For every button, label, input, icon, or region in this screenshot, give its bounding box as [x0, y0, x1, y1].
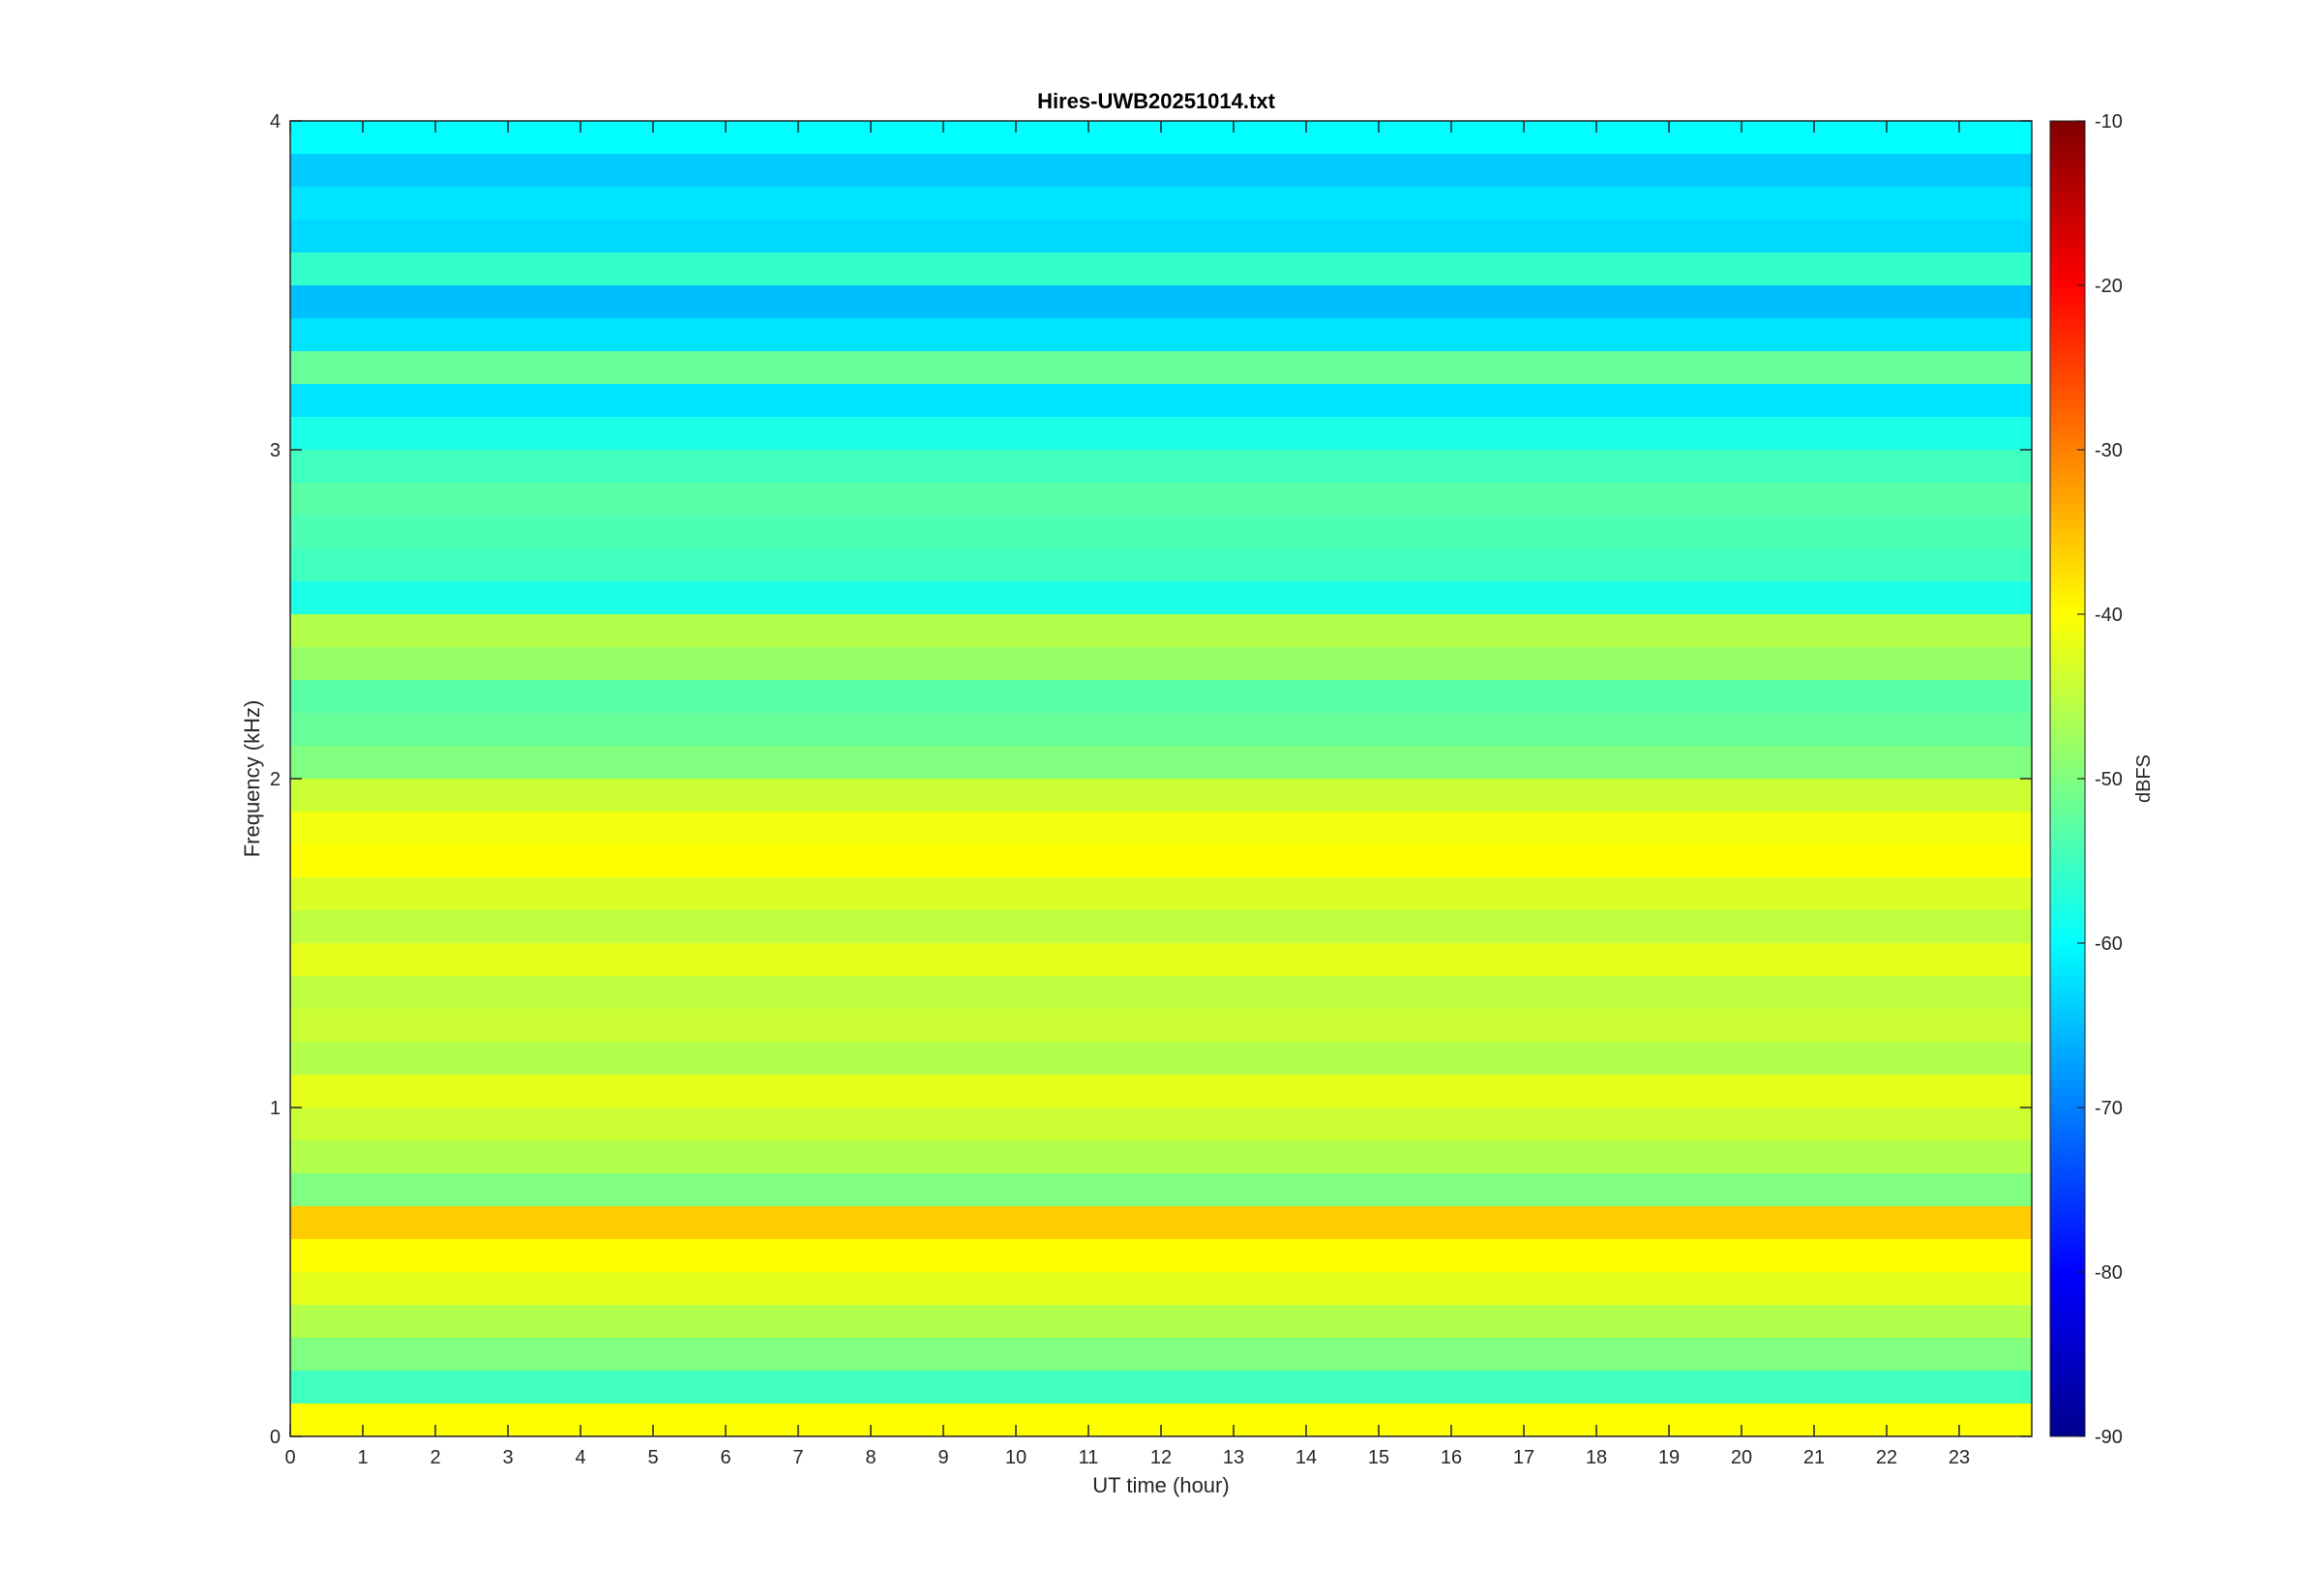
heatmap-band	[290, 483, 2032, 516]
y-tick-label: 0	[270, 1427, 281, 1448]
heatmap-band	[290, 384, 2032, 417]
x-tick-label: 3	[502, 1447, 513, 1468]
x-tick-label: 19	[1658, 1447, 1680, 1468]
plot-area	[289, 120, 2033, 1437]
y-tick-label: 1	[270, 1098, 281, 1119]
heatmap-band	[290, 844, 2032, 877]
colorbar-tick-label: -60	[2095, 933, 2123, 955]
x-tick-label: 20	[1731, 1447, 1752, 1468]
x-axis-label: UT time (hour)	[1092, 1473, 1229, 1497]
heatmap-band	[290, 1173, 2032, 1206]
x-axis-ticks: 0 1 2 3 4 5 6 7 8 9 10 11 12 13 14 15 16 17 18 19 20 21 22 23	[284, 121, 1970, 1468]
heatmap-band	[290, 450, 2032, 483]
x-tick-label: 7	[792, 1447, 803, 1468]
heatmap-cells	[290, 121, 2032, 1436]
y-tick-label: 3	[270, 440, 281, 461]
x-tick-label: 15	[1368, 1447, 1389, 1468]
x-tick-label: 18	[1586, 1447, 1607, 1468]
heatmap-band	[290, 1140, 2032, 1173]
heatmap-band	[290, 581, 2032, 614]
colorbar-tick-label: -70	[2095, 1098, 2123, 1119]
heatmap-band	[290, 285, 2032, 318]
colorbar-tick-label: -80	[2095, 1262, 2123, 1284]
heatmap-band	[290, 154, 2032, 187]
heatmap-band	[290, 1009, 2032, 1042]
heatmap-band	[290, 812, 2032, 844]
heatmap-band	[290, 1305, 2032, 1338]
heatmap-band	[290, 976, 2032, 1009]
heatmap-band	[290, 680, 2032, 713]
x-tick-label: 5	[647, 1447, 658, 1468]
colorbar-tick-label: -30	[2095, 440, 2123, 461]
heatmap-band	[290, 779, 2032, 812]
heatmap-band	[290, 1075, 2032, 1108]
x-tick-label: 12	[1150, 1447, 1172, 1468]
heatmap-band	[290, 417, 2032, 450]
x-tick-label: 0	[284, 1447, 295, 1468]
heatmap-band	[290, 220, 2032, 252]
x-tick-label: 1	[357, 1447, 368, 1468]
heatmap-band	[290, 1206, 2032, 1239]
heatmap-band	[290, 516, 2032, 548]
x-tick-label: 8	[865, 1447, 876, 1468]
colorbar-label: dBFS	[2133, 754, 2155, 803]
y-axis-ticks: 0 1 2 3 4	[270, 111, 2032, 1448]
x-tick-label: 13	[1223, 1447, 1244, 1468]
heatmap-band	[290, 1338, 2032, 1371]
heatmap-band	[290, 318, 2032, 351]
heatmap-band	[290, 1042, 2032, 1075]
heatmap-band	[290, 1239, 2032, 1272]
heatmap-band	[290, 1272, 2032, 1305]
heatmap-band	[290, 943, 2032, 976]
heatmap-band	[290, 548, 2032, 581]
heatmap-band	[290, 614, 2032, 647]
x-tick-label: 14	[1295, 1447, 1317, 1468]
x-tick-label: 10	[1005, 1447, 1027, 1468]
heatmap-band	[290, 1371, 2032, 1404]
heatmap-band	[290, 910, 2032, 943]
x-tick-label: 9	[938, 1447, 948, 1468]
heatmap-band	[290, 713, 2032, 746]
colorbar-tick-label: -90	[2095, 1427, 2123, 1448]
x-tick-label: 17	[1513, 1447, 1534, 1468]
y-tick-label: 4	[270, 111, 281, 133]
heatmap-band	[290, 351, 2032, 384]
colorbar-tick-label: -40	[2095, 605, 2123, 626]
heatmap-band	[290, 746, 2032, 779]
heatmap-band	[290, 647, 2032, 680]
x-tick-label: 16	[1441, 1447, 1462, 1468]
x-tick-label: 4	[575, 1447, 585, 1468]
chart-title: Hires-UWB20251014.txt	[1037, 89, 1275, 113]
x-tick-label: 6	[720, 1447, 730, 1468]
x-tick-label: 22	[1876, 1447, 1897, 1468]
x-tick-label: 23	[1949, 1447, 1970, 1468]
y-axis-label: Frequency (kHz)	[240, 700, 264, 858]
heatmap-band	[290, 252, 2032, 285]
y-tick-label: 2	[270, 769, 281, 790]
heatmap-band	[290, 877, 2032, 910]
colorbar-tick-label: -50	[2095, 769, 2123, 790]
colorbar-tick-label: -10	[2095, 111, 2123, 133]
heatmap-band	[290, 187, 2032, 220]
colorbar: -10 -20 -30 -40 -50 -60 -70 -80 -90 dBFS	[2049, 111, 2155, 1448]
colorbar-tick-label: -20	[2095, 276, 2123, 297]
x-tick-label: 2	[430, 1447, 440, 1468]
heatmap-band	[290, 1108, 2032, 1140]
colorbar-ticks: -10 -20 -30 -40 -50 -60 -70 -80 -90	[2077, 111, 2123, 1448]
x-tick-label: 11	[1079, 1447, 1099, 1468]
x-tick-label: 21	[1803, 1447, 1825, 1468]
